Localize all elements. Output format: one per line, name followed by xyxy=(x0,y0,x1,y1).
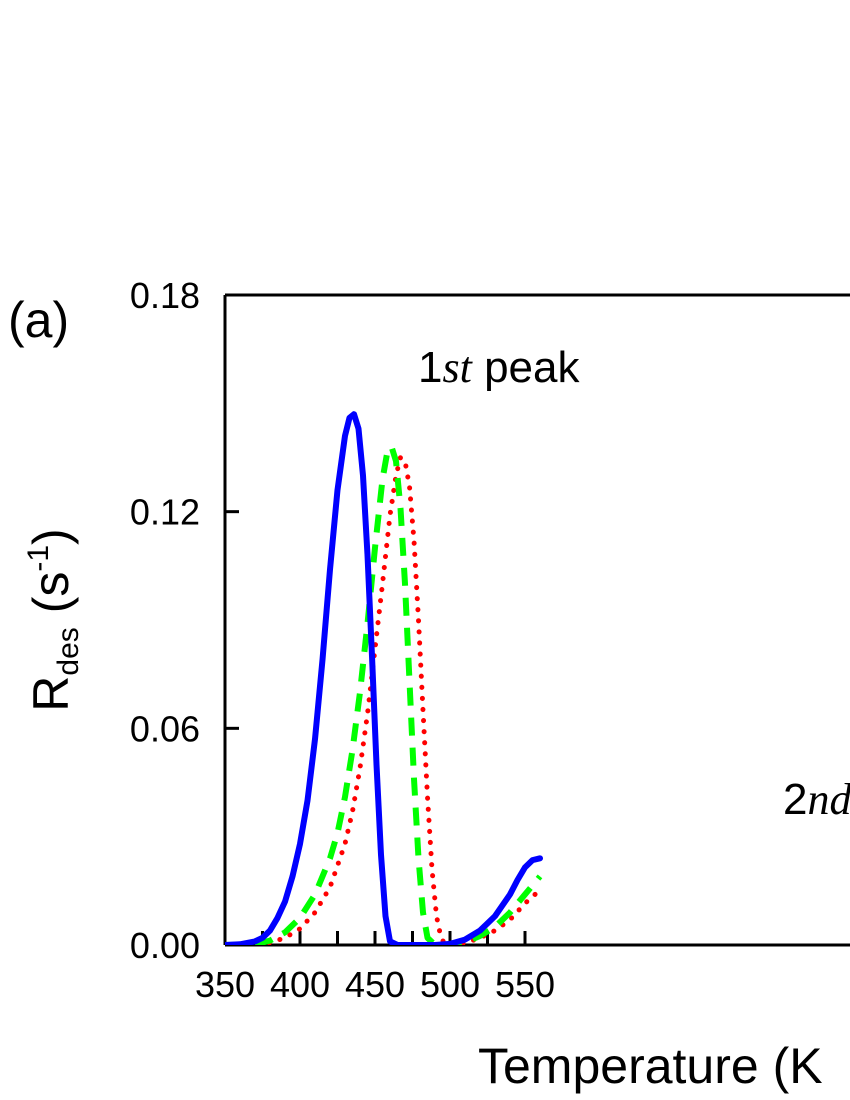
peak2-annotation: 2nd xyxy=(783,775,850,824)
x-tick-label: 350 xyxy=(195,964,255,1005)
peak1-annotation: 1st peak xyxy=(418,343,580,392)
y-label-unit-sup: -1 xyxy=(22,545,55,572)
series-line-dashed xyxy=(225,443,543,945)
y-label-sub: des xyxy=(52,627,85,675)
peak1-ordinal: st xyxy=(442,343,473,392)
x-axis-label: Temperature (K xyxy=(478,1038,823,1094)
plot-frame xyxy=(223,293,850,947)
peak2-ordinal: nd xyxy=(807,775,850,824)
y-ticks: 0.00 0.06 0.12 0.18 xyxy=(130,275,239,966)
x-tick-label: 550 xyxy=(495,964,555,1005)
y-axis-label: Rdes (s-1) xyxy=(22,528,85,711)
series-group xyxy=(225,411,543,945)
y-tick-label: 0.00 xyxy=(130,925,200,966)
y-tick-label: 0.06 xyxy=(130,708,200,749)
y-label-unit-open: (s xyxy=(23,572,79,628)
x-tick-label: 450 xyxy=(345,964,405,1005)
x-ticks: 350 400 450 500 550 xyxy=(195,931,555,1005)
peak2-prefix: 2 xyxy=(783,775,807,824)
x-tick-label: 400 xyxy=(270,964,330,1005)
y-tick-label: 0.12 xyxy=(130,492,200,533)
panel-label: (a) xyxy=(8,292,69,348)
x-tick-label: 500 xyxy=(420,964,480,1005)
y-label-unit-close: ) xyxy=(23,528,79,545)
peak1-prefix: 1 xyxy=(418,343,442,392)
y-label-main: R xyxy=(23,676,79,712)
series-line-dotted xyxy=(225,455,543,945)
peak1-suffix: peak xyxy=(472,343,581,392)
y-tick-label: 0.18 xyxy=(130,275,200,316)
series-line-solid xyxy=(225,411,543,945)
